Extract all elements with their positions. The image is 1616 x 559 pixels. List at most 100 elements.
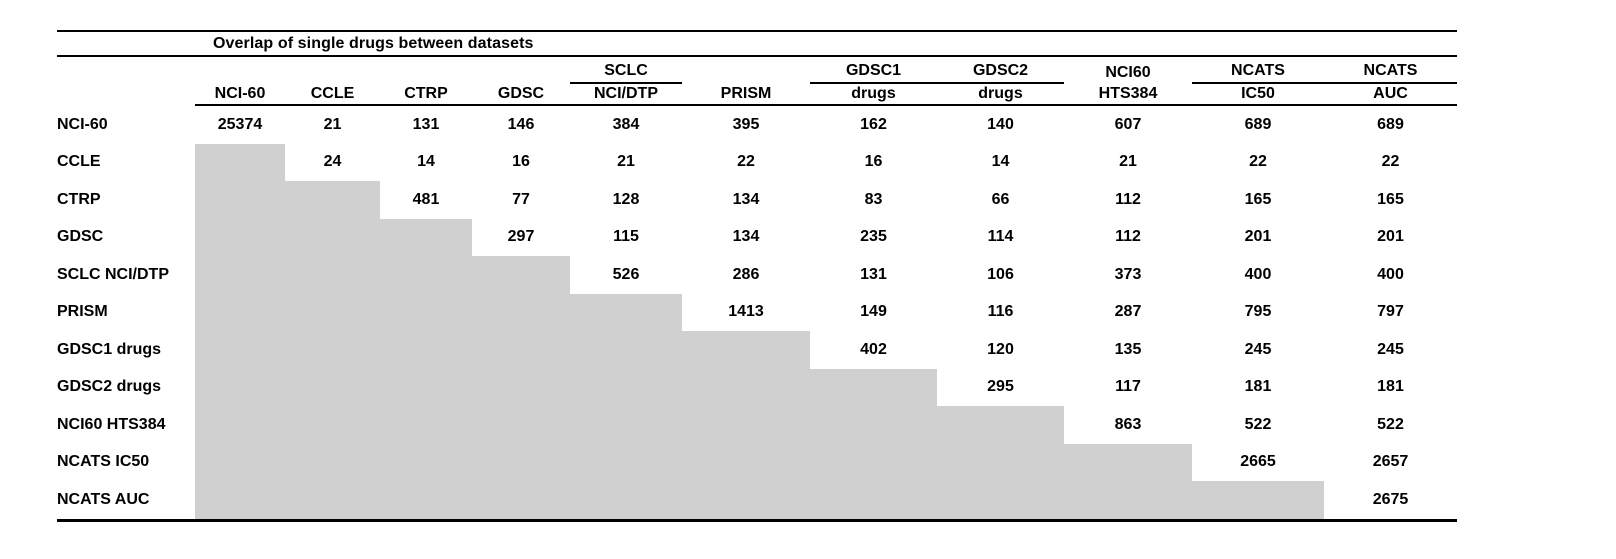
masked-cell [810,443,937,481]
row-label: GDSC1 drugs [57,340,162,358]
column-group-empty [682,57,810,84]
masked-cell [285,481,380,519]
masked-cell [285,293,380,331]
value-cell: 795 [1244,303,1272,321]
column-header: AUC [1324,84,1457,106]
value-cell: 526 [612,265,640,283]
masked-cell [195,368,285,406]
masked-cell [810,406,937,444]
value-cell: 112 [1115,228,1141,246]
table-row: SCLC NCI/DTP 526 286 131 106 373 400 400 [57,256,1457,294]
value-cell: 402 [860,340,887,358]
column-header: NCI/DTP [570,84,682,106]
column-group-label: NCATS [1324,57,1457,84]
masked-cell [472,481,570,519]
value-cell: 120 [987,340,1014,358]
masked-cell [472,293,570,331]
value-cell: 373 [1114,265,1142,283]
value-cell: 140 [987,115,1014,133]
value-cell: 863 [1114,415,1142,433]
table-row: GDSC1 drugs 402 120 135 245 245 [57,331,1457,369]
value-cell: 21 [617,153,635,171]
masked-cell [682,481,810,519]
value-cell: 797 [1377,303,1404,321]
value-cell: 689 [1377,115,1404,133]
masked-cell [380,443,472,481]
column-header: IC50 [1192,84,1324,106]
masked-cell [380,256,472,294]
value-cell: 395 [732,115,760,133]
table-row: NCATS AUC 2675 [57,481,1457,519]
column-header: CTRP [380,84,472,106]
column-group-empty [195,57,285,84]
table-row: NCATS IC50 2665 2657 [57,443,1457,481]
header-group-row: SCLC GDSC1 GDSC2 NCI60 NCATS NCATS [57,57,1457,84]
row-label: GDSC2 drugs [57,378,162,396]
value-cell: 131 [412,115,440,133]
column-header: GDSC [472,84,570,106]
masked-cell [472,406,570,444]
masked-cell [1192,481,1324,519]
table-bottom-rule [57,518,1457,522]
column-group-empty [472,57,570,84]
value-cell: 116 [987,303,1014,321]
value-cell: 146 [507,115,535,133]
masked-cell [195,331,285,369]
value-cell: 22 [1249,153,1267,171]
value-cell: 384 [612,115,640,133]
value-cell: 297 [507,228,535,246]
masked-cell [380,331,472,369]
value-cell: 77 [512,190,530,208]
value-cell: 689 [1244,115,1272,133]
row-label: SCLC NCI/DTP [57,265,169,283]
column-header: NCI-60 [195,84,285,106]
value-cell: 21 [1119,153,1137,171]
masked-cell [472,256,570,294]
value-cell: 400 [1377,265,1404,283]
value-cell: 2657 [1372,453,1409,471]
value-cell: 134 [732,190,760,208]
masked-cell [285,181,380,219]
masked-cell [380,481,472,519]
masked-cell [195,143,285,181]
value-cell: 165 [1244,190,1272,208]
header-spacer [57,57,195,84]
column-group-label: SCLC [570,57,682,84]
value-cell: 165 [1377,190,1404,208]
value-cell: 295 [987,378,1014,396]
masked-cell [682,406,810,444]
column-header: PRISM [682,84,810,106]
value-cell: 83 [864,190,883,208]
column-group-label: GDSC2 [937,57,1064,84]
table-row: GDSC2 drugs 295 117 181 181 [57,368,1457,406]
value-cell: 131 [860,265,887,283]
masked-cell [570,406,682,444]
masked-cell [682,443,810,481]
value-cell: 25374 [217,115,263,133]
masked-cell [472,368,570,406]
column-group-empty [285,57,380,84]
value-cell: 2665 [1240,453,1276,471]
row-label: CTRP [57,190,101,208]
value-cell: 16 [512,153,530,171]
masked-cell [195,481,285,519]
masked-cell [570,331,682,369]
value-cell: 22 [1381,153,1400,171]
value-cell: 287 [1114,303,1142,321]
value-cell: 24 [323,153,342,171]
row-label: CCLE [57,153,101,171]
column-group-label: GDSC1 [810,57,937,84]
table-row: NCI-60 25374 21 131 146 384 395 162 140 607 689 689 [57,106,1457,144]
table-row: GDSC 297 115 134 235 114 112 201 201 [57,218,1457,256]
value-cell: 245 [1244,340,1272,358]
value-cell: 22 [737,153,755,171]
header-spacer [57,84,195,106]
masked-cell [570,443,682,481]
masked-cell [380,406,472,444]
header-row: NCI-60 CCLE CTRP GDSC NCI/DTP PRISM drugs drugs… [57,84,1457,106]
row-label: NCATS AUC [57,490,150,508]
masked-cell [472,443,570,481]
value-cell: 14 [417,153,435,171]
masked-cell [1064,443,1192,481]
